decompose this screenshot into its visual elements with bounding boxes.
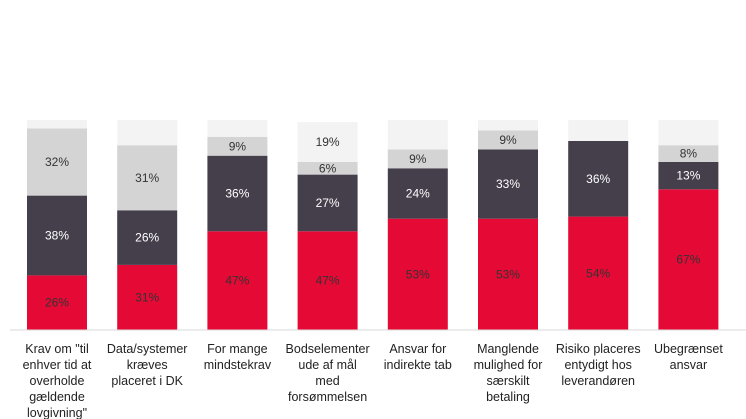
category-label-4: Bodselementer ude af mål med forsømmelsen bbox=[286, 342, 370, 404]
bar-segment-4-4 bbox=[297, 122, 358, 162]
category-label-6: Manglende mulighed for særskilt betaling bbox=[474, 342, 543, 404]
bar-segment-8-3 bbox=[658, 145, 719, 162]
category-label-8: Ubegrænset ansvar bbox=[654, 342, 723, 372]
category-label-1: Krav om "til enhver tid at overholde gælden… bbox=[23, 342, 92, 419]
bar-segment-3-2 bbox=[207, 155, 268, 232]
data-label-8-1: 67% bbox=[676, 253, 700, 267]
bar-segment-4-2 bbox=[297, 174, 358, 232]
bar-segment-8-2 bbox=[658, 162, 719, 190]
data-label-5-1: 53% bbox=[406, 267, 430, 281]
category-label-3: For mange mindstekrav bbox=[204, 342, 272, 372]
bar-segment-4-3 bbox=[297, 162, 358, 175]
bar-segment-5-3 bbox=[387, 149, 448, 169]
data-label-8-3: 8% bbox=[680, 147, 698, 161]
bar-segment-6-1 bbox=[478, 218, 538, 330]
category-label-7: Risiko placeres entydigt hos leverandøren bbox=[556, 342, 641, 388]
data-label-6-1: 53% bbox=[496, 267, 520, 281]
data-label-3-2: 36% bbox=[225, 187, 249, 201]
data-label-5-3: 9% bbox=[409, 152, 427, 166]
bar-segment-5-4 bbox=[387, 120, 448, 150]
segment-labels-layer: 26% 38% 32% 31% 26% 31% 47% 36% 9% 47% 27% 6% 19% 53%… bbox=[45, 133, 701, 310]
bar-segment-4-1 bbox=[297, 231, 358, 330]
data-label-1-2: 38% bbox=[45, 229, 69, 243]
bar-segment-7-1 bbox=[568, 216, 629, 330]
bar-segment-3-4 bbox=[207, 120, 268, 137]
data-label-2-3: 31% bbox=[135, 171, 159, 185]
data-label-4-1: 47% bbox=[316, 274, 340, 288]
data-label-1-1: 26% bbox=[45, 296, 69, 310]
bar-segment-5-1 bbox=[387, 218, 448, 330]
data-label-4-3: 6% bbox=[319, 161, 337, 175]
bar-segment-6-4 bbox=[478, 120, 538, 131]
bar-segment-2-3 bbox=[117, 145, 178, 211]
bar-segment-7-2 bbox=[568, 141, 629, 217]
bar-segment-2-1 bbox=[117, 264, 178, 330]
bar-segment-7-4 bbox=[568, 120, 629, 141]
data-label-8-2: 13% bbox=[676, 169, 700, 183]
data-label-7-2: 36% bbox=[586, 172, 610, 186]
bar-segment-2-4 bbox=[117, 120, 178, 146]
bar-segment-1-1 bbox=[27, 275, 87, 330]
bar-segment-2-2 bbox=[117, 210, 178, 265]
data-label-3-1: 47% bbox=[225, 274, 249, 288]
data-label-4-2: 27% bbox=[316, 196, 340, 210]
bar-segment-8-4 bbox=[658, 120, 719, 146]
bar-segment-1-4 bbox=[27, 120, 87, 129]
category-label-2: Data/systemer kræves placeret i DK bbox=[107, 342, 188, 388]
bar-segment-3-1 bbox=[207, 231, 268, 330]
data-label-3-3: 9% bbox=[229, 139, 247, 153]
data-label-2-1: 31% bbox=[135, 290, 159, 304]
bar-segment-1-2 bbox=[27, 195, 87, 276]
data-label-1-3: 32% bbox=[45, 155, 69, 169]
bar-segment-8-1 bbox=[658, 189, 719, 330]
data-label-7-1: 54% bbox=[586, 266, 610, 280]
category-label-5: Ansvar for indirekte tab bbox=[384, 342, 452, 372]
bar-segment-6-2 bbox=[478, 149, 538, 219]
data-label-5-2: 24% bbox=[406, 187, 430, 201]
category-labels-layer: Krav om "til enhver tid at overholde gælden… bbox=[23, 342, 724, 419]
bar-segment-6-3 bbox=[478, 130, 538, 150]
bar-segment-1-3 bbox=[27, 128, 87, 196]
bars-layer bbox=[27, 120, 719, 330]
data-label-6-3: 9% bbox=[499, 133, 517, 147]
data-label-6-2: 33% bbox=[496, 177, 520, 191]
data-label-4-4: 19% bbox=[316, 135, 340, 149]
bar-segment-5-2 bbox=[387, 168, 448, 219]
bar-segment-3-3 bbox=[207, 136, 268, 156]
data-label-2-2: 26% bbox=[135, 231, 159, 245]
